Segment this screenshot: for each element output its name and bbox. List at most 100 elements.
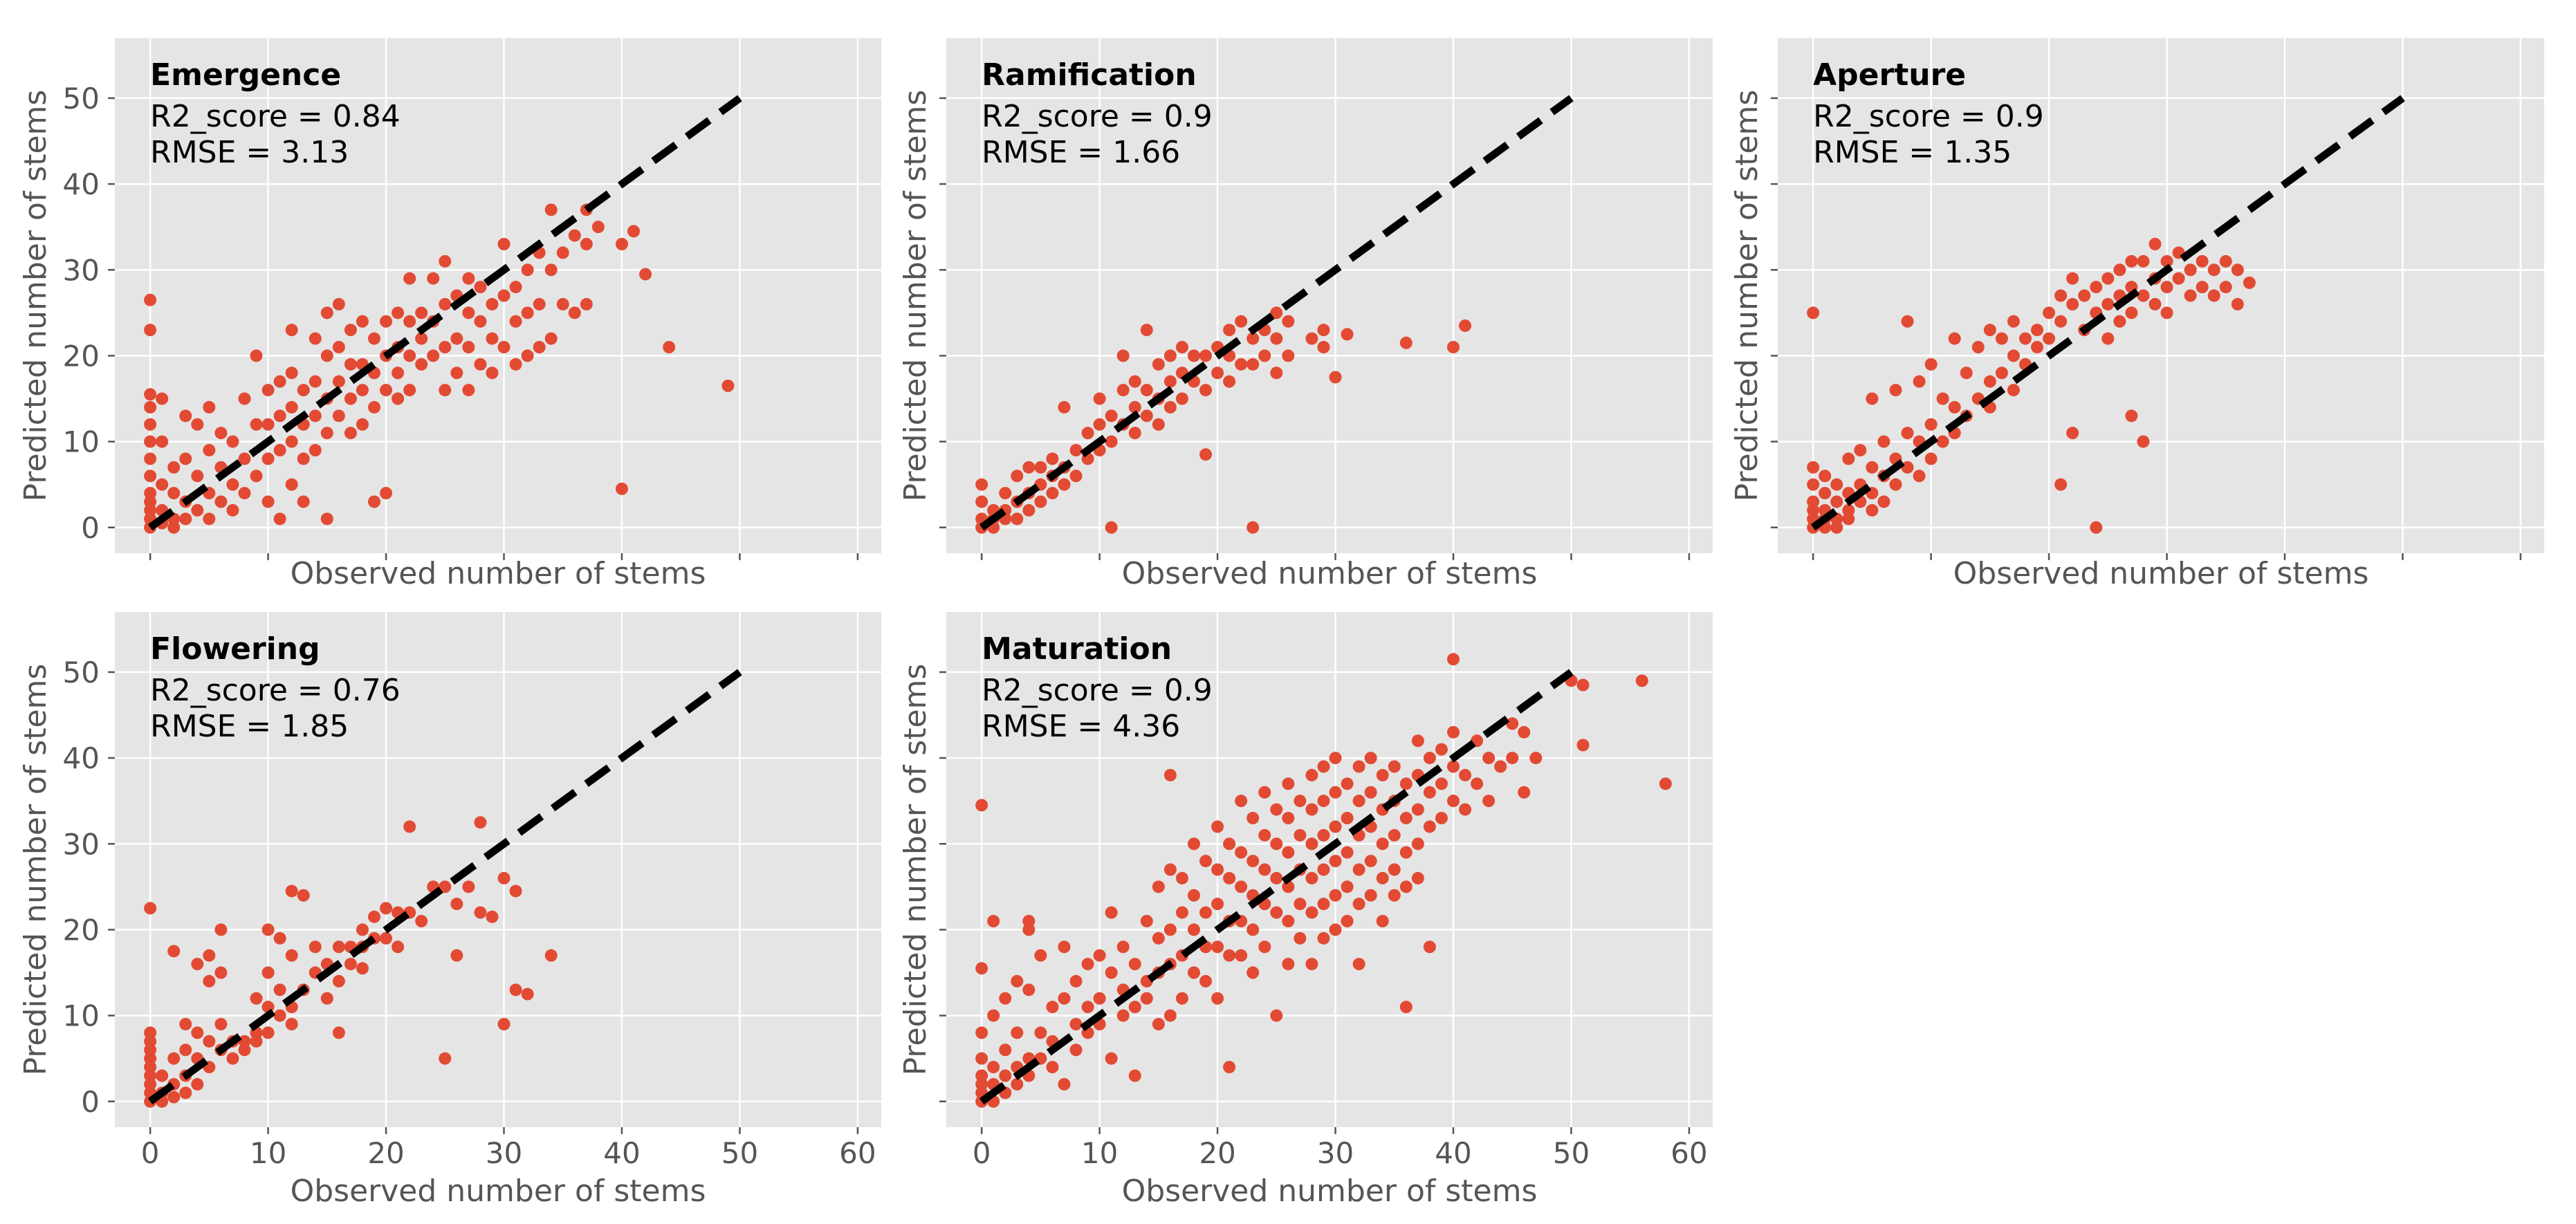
data-point — [309, 375, 322, 388]
data-point — [615, 238, 628, 250]
data-point — [1305, 871, 1318, 884]
data-point — [1305, 837, 1318, 851]
data-point — [1282, 812, 1295, 824]
data-point — [1364, 889, 1377, 902]
data-point — [1282, 777, 1295, 790]
x-axis-label: Observed number of stems — [1122, 1174, 1538, 1209]
data-point — [1889, 384, 1902, 397]
data-point — [1246, 332, 1260, 345]
rmse-label: RMSE = 4.36 — [982, 709, 1180, 744]
data-point — [2066, 297, 2079, 310]
data-point — [2066, 427, 2079, 440]
data-point — [544, 263, 558, 277]
data-point — [1294, 898, 1307, 911]
data-point — [1971, 341, 1985, 353]
data-point — [1901, 315, 1914, 328]
data-point — [1341, 915, 1354, 927]
data-point — [1399, 1001, 1413, 1014]
data-point — [568, 229, 581, 242]
data-point — [179, 1018, 192, 1030]
data-point — [144, 1077, 157, 1091]
data-point — [1199, 384, 1213, 397]
data-point — [1506, 752, 1519, 765]
data-point — [309, 444, 322, 456]
data-point — [1187, 889, 1200, 902]
data-point — [1341, 777, 1354, 790]
data-point — [226, 503, 239, 517]
data-point — [214, 966, 228, 979]
data-point — [144, 1044, 157, 1057]
data-point — [1175, 906, 1188, 919]
data-point — [462, 880, 475, 893]
data-point — [509, 281, 522, 294]
data-point — [627, 225, 641, 238]
data-point — [2160, 306, 2173, 319]
y-axis-label: Predicted number of stems — [18, 90, 53, 502]
data-point — [474, 906, 487, 919]
data-point — [1246, 855, 1260, 868]
data-point — [167, 461, 181, 474]
data-point — [1294, 795, 1307, 808]
data-point — [1282, 846, 1295, 859]
data-point — [273, 512, 286, 526]
data-point — [1258, 786, 1271, 799]
y-tick-label: 40 — [63, 741, 100, 775]
data-point — [2137, 254, 2150, 268]
data-point — [1866, 503, 1879, 517]
data-point — [1317, 828, 1330, 842]
rmse-label: RMSE = 1.35 — [1813, 135, 2012, 170]
data-point — [1866, 392, 1879, 405]
data-point — [191, 1026, 204, 1039]
data-point — [320, 992, 333, 1005]
r2-score-label: R2_score = 0.9 — [982, 673, 1213, 708]
data-point — [403, 315, 416, 328]
data-point — [1223, 871, 1236, 884]
data-point — [1446, 760, 1460, 773]
data-point — [1258, 863, 1271, 876]
data-point — [2066, 272, 2079, 285]
data-point — [250, 1035, 263, 1048]
data-point — [1069, 974, 1083, 987]
data-point — [1270, 367, 1283, 380]
x-tick-label: 0 — [973, 1136, 991, 1170]
data-point — [1960, 367, 1973, 380]
data-point — [1494, 760, 1507, 773]
data-point — [285, 400, 298, 414]
y-tick-label: 10 — [63, 425, 100, 459]
data-point — [392, 392, 405, 405]
data-point — [144, 902, 157, 915]
data-point — [1948, 400, 1961, 414]
data-point — [450, 367, 463, 380]
data-point — [250, 349, 263, 362]
data-point — [2184, 289, 2197, 302]
data-point — [1842, 503, 1855, 517]
data-point — [1022, 983, 1036, 996]
data-point — [1128, 427, 1141, 440]
r2-score-label: R2_score = 0.9 — [1813, 99, 2044, 134]
data-point — [285, 324, 298, 337]
data-point — [214, 495, 228, 508]
data-point — [497, 238, 510, 250]
data-point — [1175, 871, 1188, 884]
data-point — [250, 470, 263, 483]
data-point — [1022, 503, 1036, 517]
data-point — [273, 409, 286, 423]
data-point — [238, 1035, 251, 1048]
data-point — [1399, 880, 1413, 893]
data-point — [987, 1061, 1000, 1074]
data-point — [1116, 940, 1130, 954]
data-point — [639, 268, 652, 281]
data-point — [987, 1009, 1000, 1022]
data-point — [439, 880, 452, 893]
y-tick-label: 10 — [63, 999, 100, 1033]
data-point — [1924, 452, 1938, 465]
data-point — [1235, 846, 1248, 859]
data-point — [1058, 992, 1071, 1005]
data-point — [320, 512, 333, 526]
data-point — [1576, 739, 1590, 752]
data-point — [2113, 263, 2126, 277]
data-point — [1258, 349, 1271, 362]
data-point — [344, 324, 357, 337]
data-point — [1435, 812, 1448, 824]
data-point — [156, 435, 169, 448]
